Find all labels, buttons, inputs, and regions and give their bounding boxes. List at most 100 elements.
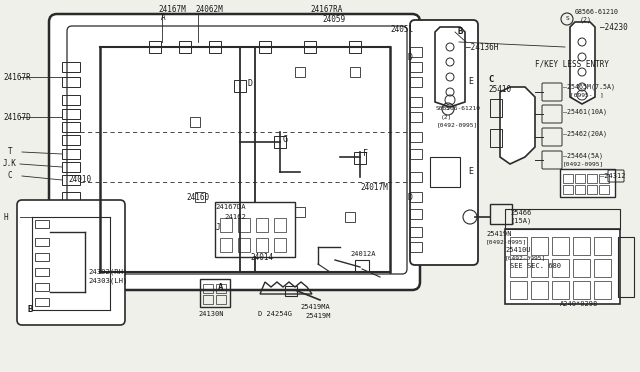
Bar bbox=[510, 259, 527, 277]
Polygon shape bbox=[435, 27, 465, 107]
Bar bbox=[410, 47, 422, 57]
Text: 24167M: 24167M bbox=[158, 6, 186, 15]
Bar bbox=[560, 169, 615, 197]
Bar bbox=[62, 175, 80, 185]
Text: F: F bbox=[363, 150, 368, 158]
Bar bbox=[234, 80, 246, 92]
Bar bbox=[510, 237, 527, 255]
Bar bbox=[587, 174, 597, 183]
Text: 24012A: 24012A bbox=[350, 251, 376, 257]
Bar bbox=[410, 112, 422, 122]
Text: 24303(LH): 24303(LH) bbox=[88, 278, 127, 284]
Bar bbox=[531, 237, 548, 255]
Text: T: T bbox=[8, 148, 13, 157]
Bar bbox=[238, 238, 250, 252]
Bar bbox=[220, 218, 232, 232]
Text: 25419N: 25419N bbox=[486, 231, 511, 237]
Bar bbox=[552, 281, 569, 299]
Text: 24302(RH): 24302(RH) bbox=[88, 269, 127, 275]
Bar bbox=[149, 41, 161, 53]
Text: D: D bbox=[407, 52, 412, 61]
Text: 24130N: 24130N bbox=[198, 311, 223, 317]
Bar bbox=[62, 239, 80, 249]
Text: —24136H: —24136H bbox=[466, 42, 499, 51]
Bar bbox=[274, 218, 286, 232]
Bar bbox=[35, 238, 49, 246]
Bar bbox=[490, 129, 502, 147]
Bar bbox=[354, 152, 366, 164]
Bar bbox=[215, 202, 295, 257]
Bar bbox=[594, 281, 611, 299]
Text: 24167D: 24167D bbox=[3, 112, 31, 122]
Bar bbox=[563, 174, 573, 183]
Bar bbox=[573, 237, 590, 255]
Bar bbox=[216, 295, 226, 304]
Bar bbox=[35, 220, 49, 228]
Text: 2405l: 2405l bbox=[390, 26, 413, 35]
Bar bbox=[62, 192, 80, 202]
Bar bbox=[259, 41, 271, 53]
Polygon shape bbox=[500, 87, 535, 164]
Text: 24010: 24010 bbox=[68, 176, 91, 185]
Text: 24162: 24162 bbox=[224, 214, 246, 220]
Bar bbox=[410, 149, 422, 159]
Bar bbox=[35, 283, 49, 291]
Text: —24230: —24230 bbox=[600, 22, 628, 32]
Bar bbox=[599, 185, 609, 194]
Bar bbox=[410, 97, 422, 107]
Bar bbox=[575, 185, 585, 194]
Text: (15A): (15A) bbox=[510, 218, 531, 224]
Text: S08566-61210: S08566-61210 bbox=[436, 106, 481, 112]
Text: J.K: J.K bbox=[3, 160, 17, 169]
Bar bbox=[62, 122, 80, 132]
Bar bbox=[349, 41, 361, 53]
Text: 24160: 24160 bbox=[186, 192, 209, 202]
Text: —25461(10A): —25461(10A) bbox=[563, 109, 607, 115]
Bar bbox=[62, 62, 80, 72]
Text: 24167DA: 24167DA bbox=[215, 204, 246, 210]
Text: —25462(20A): —25462(20A) bbox=[563, 131, 607, 137]
Bar bbox=[295, 207, 305, 217]
Bar bbox=[410, 172, 422, 182]
Text: [0492-0995]: [0492-0995] bbox=[437, 122, 478, 128]
Text: [0995-  ]: [0995- ] bbox=[570, 93, 604, 97]
Text: H: H bbox=[3, 212, 8, 221]
Bar bbox=[209, 41, 221, 53]
Bar bbox=[531, 281, 548, 299]
Bar bbox=[552, 259, 569, 277]
Text: [0492-0995]: [0492-0995] bbox=[505, 256, 547, 260]
Bar bbox=[594, 237, 611, 255]
Text: 24014: 24014 bbox=[250, 253, 273, 262]
Bar bbox=[350, 67, 360, 77]
Text: S: S bbox=[565, 16, 569, 22]
Text: C: C bbox=[488, 76, 493, 84]
Bar bbox=[510, 281, 527, 299]
Text: 25419M: 25419M bbox=[305, 313, 330, 319]
Text: —25464(5A): —25464(5A) bbox=[563, 153, 603, 159]
Bar bbox=[573, 281, 590, 299]
Text: E: E bbox=[468, 77, 473, 87]
FancyBboxPatch shape bbox=[410, 20, 478, 265]
Bar bbox=[345, 212, 355, 222]
Bar bbox=[618, 237, 634, 297]
Text: [0492-0995]: [0492-0995] bbox=[563, 161, 604, 167]
Text: A: A bbox=[218, 282, 223, 292]
Bar bbox=[490, 204, 512, 224]
Text: (2): (2) bbox=[441, 115, 452, 119]
Bar bbox=[285, 286, 297, 296]
Text: A240*0298: A240*0298 bbox=[560, 301, 598, 307]
Bar bbox=[531, 259, 548, 277]
Bar bbox=[295, 67, 305, 77]
Bar bbox=[410, 62, 422, 72]
Text: —25465M(7.5A): —25465M(7.5A) bbox=[563, 84, 615, 90]
Bar bbox=[587, 185, 597, 194]
Bar bbox=[200, 279, 230, 307]
Text: D: D bbox=[248, 80, 253, 89]
Text: J: J bbox=[216, 222, 221, 231]
Text: B: B bbox=[27, 305, 33, 314]
Bar bbox=[599, 174, 609, 183]
Bar bbox=[179, 41, 191, 53]
Text: 25466: 25466 bbox=[510, 210, 531, 216]
Bar bbox=[62, 135, 80, 145]
Bar bbox=[355, 260, 369, 272]
